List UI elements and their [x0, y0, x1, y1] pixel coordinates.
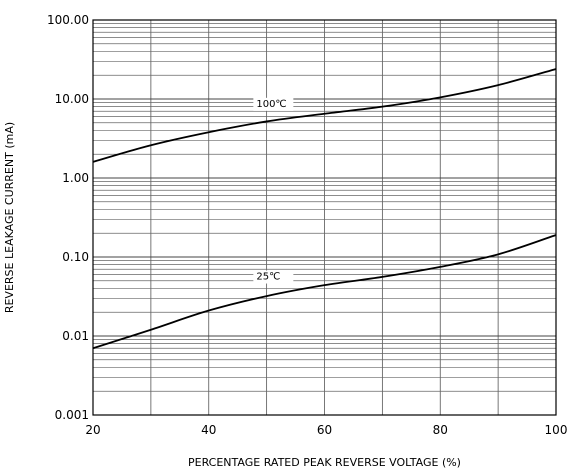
series-label-background — [253, 270, 294, 284]
series-label: 100℃ — [256, 99, 286, 110]
y-tick-label: 100.00 — [47, 13, 89, 27]
y-tick-label: 0.01 — [62, 329, 89, 343]
series-line — [92, 234, 557, 350]
y-axis-label: REVERSE LEAKAGE CURRENT (mA) — [3, 122, 16, 313]
y-tick-label: 1.00 — [62, 171, 89, 185]
y-tick-label: 10.00 — [55, 92, 89, 106]
x-tick-label: 60 — [317, 423, 332, 437]
series-label-background — [253, 97, 294, 111]
y-tick-label: 0.001 — [55, 408, 89, 422]
plot-frame — [92, 19, 557, 416]
x-tick-label: 40 — [201, 423, 216, 437]
y-tick-label: 0.10 — [62, 250, 89, 264]
y-tick-labels: 0.001 0.01 0.10 1.00 10.00 100.00 — [47, 13, 89, 422]
x-axis-label: PERCENTAGE RATED PEAK REVERSE VOLTAGE (%… — [188, 456, 461, 469]
series-label: 25℃ — [256, 272, 280, 283]
grid — [92, 19, 557, 416]
series-line — [92, 68, 557, 163]
x-tick-label: 100 — [545, 423, 568, 437]
x-tick-labels: 20 40 60 80 100 — [85, 423, 567, 437]
x-tick-label: 80 — [433, 423, 448, 437]
series-layer: 100℃ 25℃ — [92, 68, 557, 350]
x-tick-label: 20 — [85, 423, 100, 437]
